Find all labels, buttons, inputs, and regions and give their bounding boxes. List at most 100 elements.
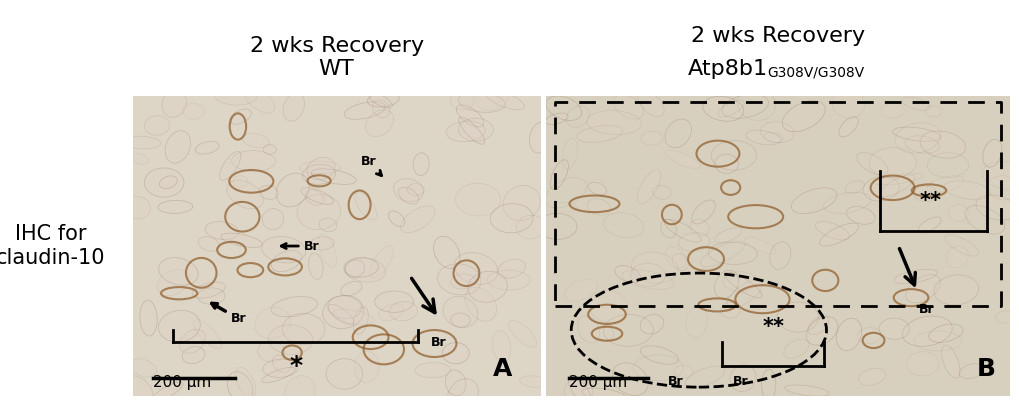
Ellipse shape [545, 96, 581, 121]
Ellipse shape [486, 91, 524, 110]
Ellipse shape [205, 221, 238, 240]
Ellipse shape [263, 359, 298, 377]
Ellipse shape [476, 85, 508, 111]
Ellipse shape [926, 153, 968, 178]
Ellipse shape [340, 281, 362, 296]
Ellipse shape [981, 162, 1019, 189]
Ellipse shape [933, 275, 977, 305]
Ellipse shape [836, 318, 861, 351]
Ellipse shape [622, 270, 674, 289]
Text: Br: Br [212, 304, 246, 325]
Ellipse shape [714, 154, 738, 173]
Ellipse shape [355, 192, 376, 220]
Ellipse shape [219, 151, 240, 181]
Ellipse shape [566, 106, 589, 127]
Ellipse shape [727, 280, 761, 307]
Ellipse shape [450, 313, 470, 327]
Ellipse shape [944, 235, 978, 256]
Ellipse shape [878, 318, 909, 339]
Text: Br: Br [361, 156, 381, 176]
Ellipse shape [630, 263, 664, 286]
Ellipse shape [674, 366, 692, 378]
Ellipse shape [487, 270, 530, 290]
Ellipse shape [120, 136, 161, 149]
Ellipse shape [413, 153, 429, 176]
Ellipse shape [519, 376, 548, 387]
Ellipse shape [986, 176, 1019, 200]
Ellipse shape [221, 233, 262, 247]
Ellipse shape [297, 194, 340, 230]
Ellipse shape [714, 228, 741, 243]
Ellipse shape [123, 376, 153, 404]
Ellipse shape [445, 121, 485, 142]
Ellipse shape [958, 364, 983, 379]
Ellipse shape [502, 185, 540, 221]
Ellipse shape [276, 173, 309, 207]
Ellipse shape [906, 352, 937, 376]
Text: IHC for
claudin-10: IHC for claudin-10 [0, 224, 106, 268]
Ellipse shape [819, 223, 858, 246]
Ellipse shape [310, 237, 333, 250]
Ellipse shape [365, 110, 393, 137]
Ellipse shape [901, 97, 929, 110]
Ellipse shape [529, 122, 550, 153]
Ellipse shape [162, 90, 186, 117]
Ellipse shape [140, 300, 157, 336]
Ellipse shape [459, 117, 484, 144]
Ellipse shape [157, 269, 190, 296]
Ellipse shape [145, 116, 169, 136]
Ellipse shape [344, 258, 378, 277]
Ellipse shape [725, 272, 761, 298]
Ellipse shape [913, 331, 961, 351]
Ellipse shape [879, 175, 914, 196]
Ellipse shape [941, 345, 959, 378]
Text: 2 wks Recovery: 2 wks Recovery [690, 26, 864, 46]
Ellipse shape [975, 195, 1016, 220]
Ellipse shape [737, 88, 774, 121]
Ellipse shape [158, 310, 200, 342]
Ellipse shape [268, 325, 313, 354]
Ellipse shape [367, 92, 398, 107]
Ellipse shape [378, 304, 404, 321]
Ellipse shape [545, 178, 586, 208]
Ellipse shape [226, 180, 263, 209]
Ellipse shape [307, 157, 335, 180]
Ellipse shape [489, 203, 533, 233]
Ellipse shape [215, 88, 257, 105]
Ellipse shape [415, 362, 450, 378]
Ellipse shape [332, 309, 374, 324]
Ellipse shape [895, 123, 940, 153]
Ellipse shape [603, 314, 653, 346]
Ellipse shape [447, 379, 478, 410]
Ellipse shape [491, 331, 511, 362]
Ellipse shape [255, 307, 290, 339]
Ellipse shape [393, 178, 423, 202]
Ellipse shape [232, 176, 248, 187]
Ellipse shape [344, 260, 365, 278]
Ellipse shape [807, 316, 828, 334]
Ellipse shape [893, 269, 936, 284]
Ellipse shape [125, 196, 150, 219]
Ellipse shape [672, 254, 688, 271]
Ellipse shape [730, 365, 755, 392]
Text: Atp8b1: Atp8b1 [687, 59, 767, 79]
Ellipse shape [455, 105, 483, 127]
Ellipse shape [229, 109, 251, 124]
Ellipse shape [678, 233, 709, 251]
Text: 200 μm: 200 μm [153, 375, 211, 390]
Text: 200 μm: 200 μm [569, 375, 627, 390]
Ellipse shape [300, 161, 340, 174]
Text: Br: Br [430, 336, 446, 349]
Ellipse shape [537, 214, 577, 239]
Ellipse shape [822, 192, 870, 214]
Ellipse shape [904, 136, 938, 153]
Ellipse shape [588, 290, 628, 322]
Ellipse shape [445, 370, 466, 396]
Ellipse shape [302, 164, 335, 184]
Ellipse shape [814, 221, 849, 240]
Ellipse shape [702, 96, 743, 121]
Ellipse shape [722, 272, 756, 291]
Ellipse shape [717, 100, 743, 117]
Ellipse shape [261, 367, 296, 383]
Ellipse shape [603, 213, 643, 237]
